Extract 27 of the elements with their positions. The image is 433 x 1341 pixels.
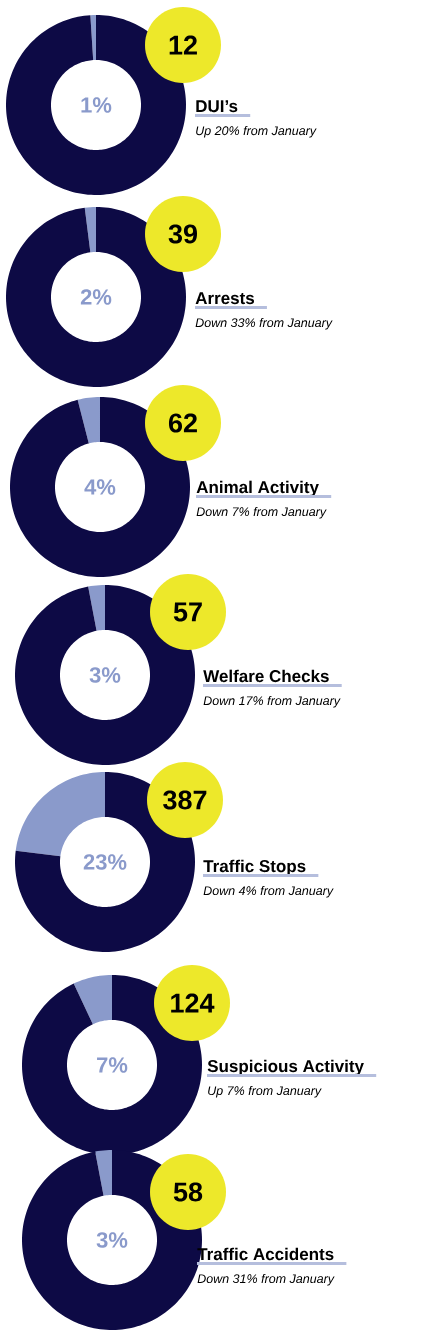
text: 58	[173, 1182, 203, 1202]
text: 3%	[89, 667, 121, 683]
text: Up 20% from January	[196, 125, 317, 138]
text: Traffic Stops	[203, 859, 306, 876]
text: Arrests	[195, 292, 255, 305]
text: 387	[163, 790, 207, 810]
text: 124	[171, 993, 215, 1013]
text: Down 33% from January	[195, 317, 333, 330]
text: 39	[168, 224, 198, 244]
text: DUI’s	[196, 100, 238, 113]
text: 1%	[81, 97, 112, 113]
text: Suspicious Activity	[207, 1059, 364, 1076]
text: 62	[168, 413, 197, 433]
text: 23%	[83, 854, 127, 870]
text: Down 4% from January	[203, 885, 334, 898]
text: Down 31% from January	[197, 1273, 335, 1286]
text: Animal Activity	[196, 480, 319, 497]
text: 2%	[80, 289, 112, 305]
text: 3%	[96, 1232, 128, 1248]
text: 57	[173, 602, 202, 622]
text: Down 17% from January	[203, 695, 341, 708]
text: Up 7% from January	[208, 1085, 322, 1098]
text: 12	[169, 35, 197, 55]
text: 7%	[97, 1057, 128, 1073]
text: 4%	[84, 479, 116, 495]
text: Welfare Checks	[203, 669, 329, 683]
text: Down 7% from January	[196, 506, 327, 519]
